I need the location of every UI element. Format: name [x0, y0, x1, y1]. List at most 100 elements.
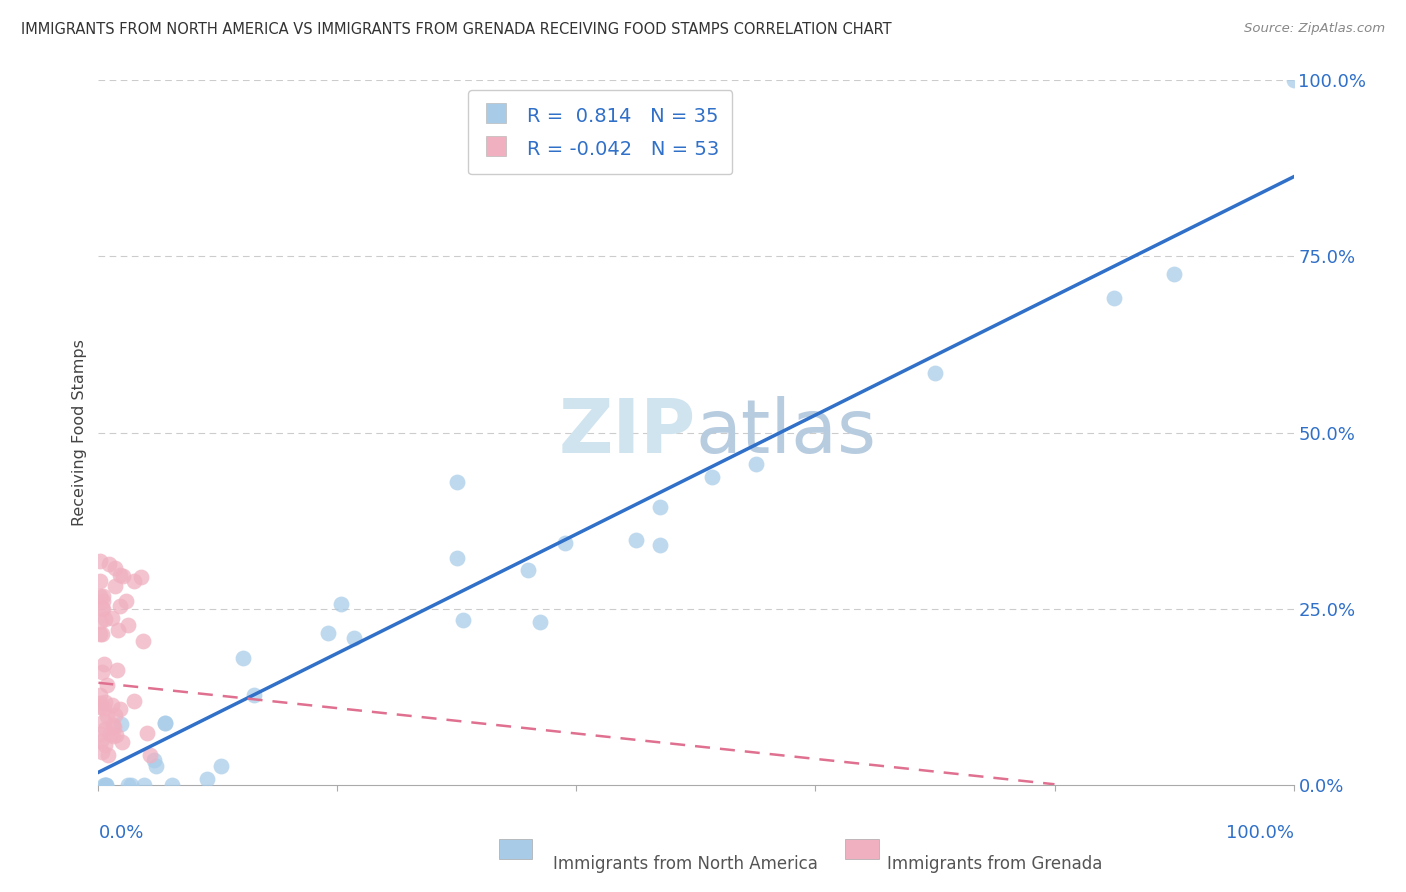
Point — [89, 727, 111, 741]
Point — [529, 615, 551, 630]
Point — [145, 759, 167, 773]
Point — [112, 569, 135, 583]
Point — [90, 734, 112, 748]
Point — [91, 665, 114, 679]
Point — [89, 699, 111, 714]
Point — [648, 500, 672, 514]
Point — [162, 778, 184, 792]
Point — [97, 748, 120, 763]
Point — [111, 734, 134, 748]
Point — [453, 613, 475, 627]
Point — [117, 617, 139, 632]
Point — [316, 625, 339, 640]
Point — [115, 594, 138, 608]
Point — [89, 627, 111, 641]
Point — [101, 611, 124, 625]
Point — [446, 550, 468, 565]
Point — [93, 778, 115, 792]
Y-axis label: Receiving Food Stamps: Receiving Food Stamps — [72, 339, 87, 526]
Point — [1104, 291, 1126, 305]
Point — [135, 726, 157, 740]
Point — [153, 715, 176, 730]
Point — [122, 693, 145, 707]
Point — [108, 599, 131, 614]
Point — [93, 657, 115, 672]
Point — [516, 563, 538, 577]
Point — [195, 772, 218, 786]
Point — [105, 663, 128, 677]
Point — [330, 597, 353, 611]
Point — [94, 778, 117, 792]
Text: Immigrants from North America: Immigrants from North America — [553, 855, 817, 873]
Point — [107, 623, 129, 637]
Point — [142, 753, 165, 767]
Text: Immigrants from Grenada: Immigrants from Grenada — [887, 855, 1102, 873]
Point — [89, 589, 111, 603]
Point — [129, 570, 152, 584]
Text: IMMIGRANTS FROM NORTH AMERICA VS IMMIGRANTS FROM GRENADA RECEIVING FOOD STAMPS C: IMMIGRANTS FROM NORTH AMERICA VS IMMIGRA… — [21, 22, 891, 37]
Point — [1163, 267, 1185, 281]
Text: 100.0%: 100.0% — [1226, 823, 1294, 842]
Point — [108, 567, 131, 582]
Point — [209, 759, 232, 773]
Point — [91, 602, 114, 616]
Point — [132, 634, 155, 648]
Point — [648, 538, 672, 552]
Text: ZIP: ZIP — [558, 396, 696, 469]
Point — [554, 536, 576, 550]
Point — [243, 688, 266, 702]
Point — [120, 778, 142, 792]
Point — [117, 778, 139, 792]
Point — [93, 701, 115, 715]
Point — [104, 707, 127, 722]
Point — [89, 696, 111, 710]
Point — [105, 728, 128, 742]
Point — [745, 458, 768, 472]
Point — [94, 778, 117, 792]
Point — [94, 738, 117, 752]
Text: Source: ZipAtlas.com: Source: ZipAtlas.com — [1244, 22, 1385, 36]
FancyBboxPatch shape — [845, 839, 879, 859]
Text: 0.0%: 0.0% — [98, 823, 143, 842]
Point — [110, 717, 132, 731]
Text: atlas: atlas — [696, 396, 877, 469]
Point — [702, 470, 724, 484]
Point — [89, 615, 111, 629]
Point — [101, 729, 124, 743]
Point — [446, 475, 468, 489]
Point — [104, 579, 127, 593]
Point — [89, 574, 111, 588]
Point — [139, 747, 162, 762]
Point — [108, 702, 131, 716]
Point — [91, 601, 114, 615]
Point — [98, 727, 121, 741]
Point — [104, 561, 127, 575]
Point — [153, 716, 176, 731]
Point — [96, 678, 118, 692]
Point — [924, 367, 946, 381]
Point — [94, 722, 117, 736]
Point — [96, 709, 118, 723]
FancyBboxPatch shape — [499, 839, 533, 859]
Point — [1282, 73, 1305, 87]
Point — [103, 720, 125, 734]
Point — [94, 778, 117, 792]
Point — [89, 554, 111, 568]
Legend: R =  0.814   N = 35, R = -0.042   N = 53: R = 0.814 N = 35, R = -0.042 N = 53 — [468, 90, 733, 175]
Point — [91, 589, 114, 603]
Point — [101, 718, 124, 732]
Point — [93, 714, 115, 729]
Point — [124, 574, 146, 588]
Point — [232, 650, 254, 665]
Point — [91, 626, 114, 640]
Point — [91, 593, 114, 607]
Point — [97, 557, 120, 571]
Point — [93, 611, 115, 625]
Point — [100, 698, 122, 712]
Point — [91, 745, 114, 759]
Point — [626, 533, 648, 547]
Point — [89, 689, 111, 703]
Point — [94, 696, 117, 710]
Point — [343, 631, 366, 645]
Point — [134, 778, 156, 792]
